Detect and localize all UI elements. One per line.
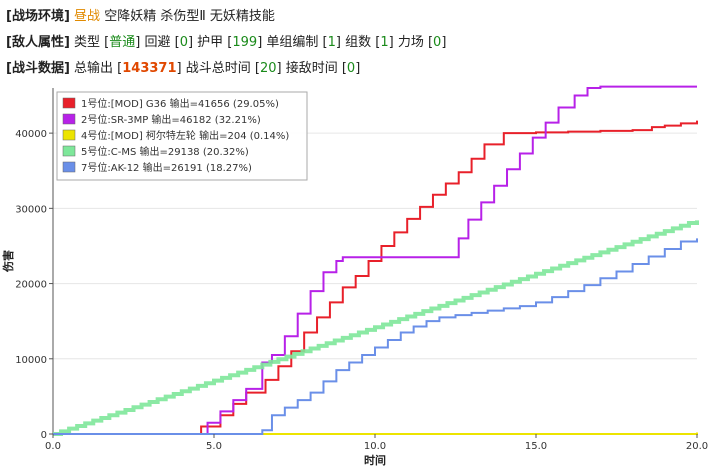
battle-environment-row: [战场环境] 昼战 空降妖精 杀伤型Ⅱ 无妖精技能 — [6, 8, 275, 26]
day-battle-label: 昼战 — [74, 9, 101, 24]
environment-tag: [战场环境] — [6, 9, 70, 24]
enemy-close-bracket: ] — [441, 35, 447, 50]
x-tick-label: 20.0 — [686, 441, 708, 452]
x-tick-label: 0.0 — [45, 441, 61, 452]
legend-label: 5号位:C-MS 输出=29138 (20.32%) — [81, 145, 249, 158]
y-tick-label: 10000 — [15, 355, 47, 366]
enemy-type-value: 普通 — [109, 35, 136, 50]
legend-box — [56, 91, 308, 181]
contact-time-label: ] 接敌时间 [ — [276, 61, 347, 76]
enemy-tag: [敌人属性] — [6, 35, 70, 50]
enemy-field-value: 0 — [433, 35, 442, 50]
environment-details: 空降妖精 杀伤型Ⅱ 无妖精技能 — [104, 9, 275, 24]
legend-swatch — [62, 129, 76, 141]
contact-time-value: 0 — [346, 61, 356, 76]
enemy-attributes-row: [敌人属性] 类型 [普通] 回避 [0] 护甲 [199] 单组编制 [1] … — [6, 34, 446, 52]
enemy-field-label: ] 力场 [ — [388, 35, 434, 50]
legend-swatch — [62, 113, 76, 125]
legend-swatch — [62, 161, 76, 173]
chart-legend: 1号位:[MOD] G36 输出=41656 (29.05%) 2号位:SR-3M… — [56, 91, 308, 181]
enemy-groups-label: ] 组数 [ — [335, 35, 381, 50]
battle-time-label: ] 战斗总时间 [ — [176, 61, 260, 76]
enemy-evade-label: ] 回避 [ — [135, 35, 180, 50]
enemy-groups-value: 1 — [380, 35, 389, 50]
legend-swatch — [62, 145, 76, 157]
damage-over-time-chart: 0.0 5.0 10.0 15.0 20.0010000200003000040000 … — [1, 85, 708, 467]
battle-data-row: [战斗数据] 总输出 [143371] 战斗总时间 [20] 接敌时间 [0] — [6, 60, 360, 78]
x-tick-label: 15.0 — [525, 441, 547, 452]
series-line-2 — [53, 85, 697, 435]
total-output-value: 143371 — [122, 61, 177, 76]
enemy-type-label: 类型 [ — [74, 35, 110, 50]
y-tick-label: 0 — [41, 430, 47, 441]
legend-label: 2号位:SR-3MP 输出=46182 (32.21%) — [81, 113, 261, 126]
enemy-unit-label: ] 单组编制 [ — [257, 35, 328, 50]
battle-data-tag: [战斗数据] — [6, 61, 70, 76]
x-tick-label: 5.0 — [206, 441, 222, 452]
battle-time-value: 20 — [259, 61, 277, 76]
legend-swatch — [62, 97, 76, 109]
y-tick-label: 20000 — [15, 280, 47, 291]
legend-label: 1号位:[MOD] G36 输出=41656 (29.05%) — [81, 97, 279, 110]
series-line-5 — [53, 238, 698, 435]
grid-lines — [53, 132, 697, 360]
series-line-4 — [53, 220, 699, 436]
enemy-unit-value: 1 — [327, 35, 336, 50]
legend-label: 4号位:[MOD] 柯尔特左轮 输出=204 (0.14%) — [81, 129, 289, 142]
axis-ticks: 0.0 5.0 10.0 15.0 20.0 0 10000 20000 30000 40000 — [15, 129, 708, 452]
legend-label: 7号位:AK-12 输出=26191 (18.27%) — [81, 161, 252, 174]
enemy-armor-value: 199 — [232, 35, 258, 50]
y-tick-label: 40000 — [15, 129, 47, 140]
series-line-1 — [53, 120, 698, 435]
x-tick-label: 10.0 — [364, 441, 386, 452]
battle-close-bracket: ] — [355, 61, 361, 76]
y-tick-label: 30000 — [15, 204, 47, 215]
total-output-label: 总输出 [ — [74, 61, 123, 76]
y-axis-title: 伤害 — [1, 250, 15, 273]
x-axis-title: 时间 — [364, 453, 386, 467]
enemy-evade-value: 0 — [179, 35, 188, 50]
enemy-armor-label: ] 护甲 [ — [187, 35, 233, 50]
